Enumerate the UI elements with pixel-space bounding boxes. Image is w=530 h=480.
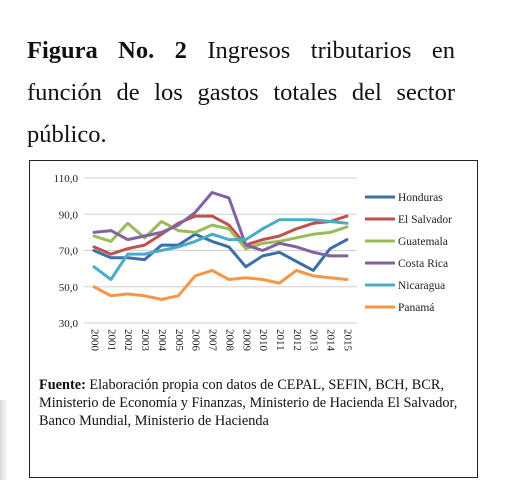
legend-label: Guatemala — [398, 236, 448, 248]
x-tick-label: 2001 — [105, 329, 117, 351]
source-note: Fuente: Elaboración propia con datos de … — [39, 376, 473, 430]
legend-label: Panamá — [398, 302, 434, 314]
y-tick-label: 110,0 — [54, 173, 79, 185]
x-tick-label: 2002 — [122, 329, 134, 351]
legend-label: Costa Rica — [398, 258, 448, 270]
legend-label: Nicaragua — [398, 280, 445, 292]
figure-caption: Figura No. 2 Ingresos tributarios en fun… — [27, 30, 455, 156]
series-line-2 — [92, 214, 349, 256]
y-tick-label: 70,0 — [59, 246, 79, 258]
page-edge-shadow — [0, 400, 8, 480]
series-line-1 — [92, 232, 349, 272]
series-line-5 — [92, 218, 349, 281]
x-tick-label: 2010 — [257, 329, 269, 352]
x-tick-label: 2009 — [240, 329, 252, 352]
y-tick-label: 90,0 — [59, 209, 79, 221]
line-chart: 30,0 50,0 70,0 90,0 110,0 2000 2001 2002 2003 200… — [54, 173, 452, 352]
x-tick-label: 2008 — [223, 329, 235, 352]
y-tick-label: 30,0 — [59, 318, 79, 330]
figure-label: Figura No. 2 — [27, 37, 187, 64]
figure-box: 30,0 50,0 70,0 90,0 110,0 2000 2001 2002 2003 200… — [29, 160, 478, 478]
figure-caption-text: Ingresos tributarios en función de los g… — [27, 37, 455, 148]
x-tick-label: 2004 — [156, 329, 168, 352]
series-line-6 — [92, 268, 349, 301]
x-tick-label: 2015 — [341, 329, 353, 352]
x-tick-label: 2000 — [88, 329, 100, 352]
x-tick-label: 2005 — [173, 329, 185, 352]
legend-label: Honduras — [398, 192, 443, 204]
x-tick-label: 2006 — [190, 329, 202, 352]
x-tick-label: 2014 — [325, 329, 337, 352]
x-tick-label: 2011 — [274, 329, 286, 351]
y-tick-label: 50,0 — [59, 282, 79, 294]
series-line-4 — [92, 191, 349, 258]
x-tick-label: 2012 — [291, 329, 303, 351]
legend-label: El Salvador — [398, 214, 452, 226]
source-text: Elaboración propia con datos de CEPAL, S… — [39, 377, 458, 429]
x-tick-label: 2007 — [207, 329, 219, 352]
series-line-3 — [92, 220, 349, 251]
source-label: Fuente: — [39, 377, 86, 393]
x-tick-label: 2003 — [139, 329, 151, 352]
x-tick-label: 2013 — [308, 329, 320, 352]
